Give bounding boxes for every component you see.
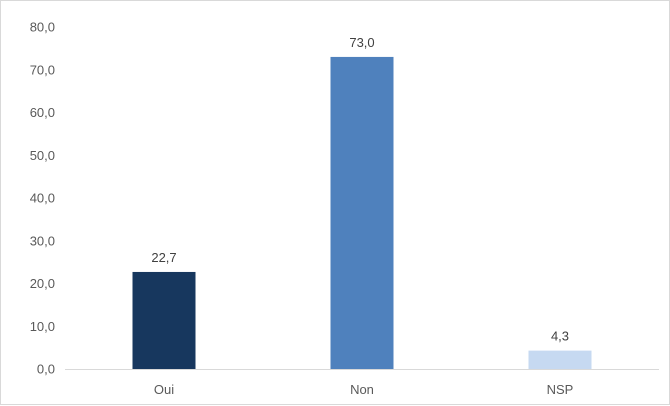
y-axis-tick-labels: 0,0 10,0 20,0 30,0 40,0 50,0 60,0 70,0 80,0 (30, 20, 55, 377)
y-tick-label: 20,0 (30, 276, 55, 291)
x-axis-tick-labels: Oui Non NSP (154, 382, 573, 397)
bar-oui (132, 271, 196, 369)
y-tick-label: 10,0 (30, 319, 55, 334)
bar-nsp (528, 350, 592, 369)
y-tick-label: 80,0 (30, 20, 55, 35)
bars (132, 56, 592, 370)
y-tick-label: 70,0 (30, 62, 55, 77)
y-tick-label: 50,0 (30, 148, 55, 163)
x-tick-label-oui: Oui (154, 382, 174, 397)
y-tick-label: 0,0 (37, 362, 55, 377)
y-tick-label: 30,0 (30, 233, 55, 248)
data-label-oui: 22,7 (151, 250, 176, 265)
x-tick-label-non: Non (350, 382, 374, 397)
bar-non (330, 56, 394, 370)
data-label-non: 73,0 (349, 35, 374, 50)
y-tick-label: 60,0 (30, 105, 55, 120)
x-tick-label-nsp: NSP (547, 382, 574, 397)
data-labels: 22,7 73,0 4,3 (151, 35, 569, 344)
y-tick-label: 40,0 (30, 191, 55, 206)
data-label-nsp: 4,3 (551, 329, 569, 344)
